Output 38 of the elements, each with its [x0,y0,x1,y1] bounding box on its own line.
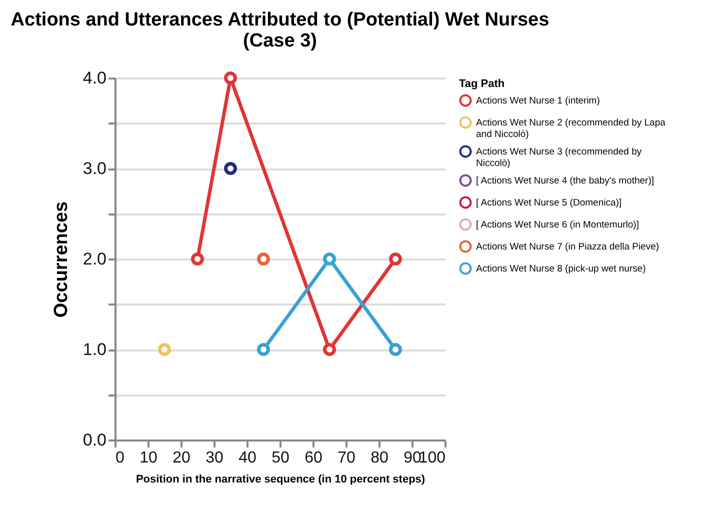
point [389,252,402,266]
x-tick-label: 40 [238,450,256,466]
legend-label: Actions Wet Nurse 1 (interim) [476,96,600,106]
legend-label: Actions Wet Nurse 8 (pick-up wet nurse) [476,264,646,274]
x-tick-label: 60 [304,450,322,466]
point [323,343,336,356]
chart-title: Actions and Utterances Attributed to (Potential) Wet Nurses (Case 3) [10,9,550,52]
x-tick-label: 100 [418,450,446,466]
legend-label: [ Actions Wet Nurse 4 (the baby's mother)] [476,176,654,186]
y-tick-label: 0.0 [82,430,106,450]
x-tick-label: 20 [172,450,190,466]
point [191,252,204,266]
legend-title: Tag Path [459,78,505,90]
x-tick-label: 0 [116,450,124,466]
y-tick-label: 2.0 [82,250,106,268]
point [323,252,336,266]
point [257,252,270,266]
legend-label: Actions Wet Nurse 3 (recommended by Niccolò) [476,146,642,169]
point [224,72,237,84]
legend-label: [ Actions Wet Nurse 5 (Domenica)] [476,198,622,208]
x-tick-label: 30 [206,450,224,466]
legend-label: Actions Wet Nurse 2 (recommended by Lapa and Niccolò) [476,118,666,140]
legend-label: Actions Wet Nurse 7 (in Piazza della Pieve) [476,242,660,252]
x-tick-label: 70 [338,450,356,466]
y-axis-title: Occurrences [50,201,72,318]
point [158,343,171,356]
x-tick-label: 80 [370,450,388,466]
y-tick-label: 1.0 [82,340,106,359]
x-tick-label: 50 [272,450,290,466]
point [389,343,402,356]
y-tick-label: 4.0 [82,68,106,88]
y-tick-label: 3.0 [82,159,106,178]
x-tick-label: 10 [140,450,158,466]
point [224,162,237,175]
x-tick-label: 90 [404,450,422,466]
point [257,343,270,356]
x-axis-title: Position in the narrative sequence (in 10 percent steps) [136,474,426,486]
legend-label: [ Actions Wet Nurse 6 (in Montemurlo)] [476,220,639,230]
